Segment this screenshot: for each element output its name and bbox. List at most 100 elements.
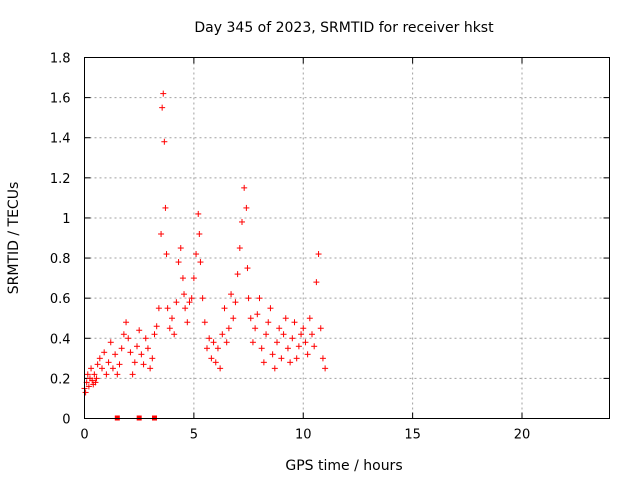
data-point [256, 295, 263, 302]
data-point [123, 319, 130, 326]
data-point [92, 379, 99, 386]
data-point [160, 90, 167, 97]
data-point [309, 331, 315, 338]
data-point [105, 359, 112, 366]
y-tick-label: 0.2 [50, 372, 71, 387]
data-point [267, 305, 274, 312]
data-point [116, 361, 123, 368]
data-point [201, 319, 208, 326]
data-point [188, 295, 195, 302]
data-point [161, 138, 168, 145]
data-point [234, 271, 241, 278]
grid [84, 57, 610, 419]
data-point [265, 319, 272, 326]
data-point [162, 204, 169, 211]
data-point [103, 371, 110, 378]
y-tick-label: 1.2 [50, 172, 71, 187]
data-point [282, 315, 289, 322]
data-point [89, 377, 96, 384]
data-point [269, 351, 276, 358]
y-tick-label: 1 [62, 212, 70, 227]
x-tick-label: 20 [514, 428, 531, 443]
x-axis: 0 5 10 15 20 [80, 57, 531, 443]
data-point [118, 345, 125, 352]
data-point [199, 295, 206, 302]
data-point [197, 259, 204, 266]
chart-title: Day 345 of 2023, SRMTID for receiver hks… [194, 20, 494, 36]
data-point [101, 349, 108, 356]
data-point [284, 345, 291, 352]
data-point [317, 325, 324, 332]
data-point [230, 315, 237, 322]
data-point [276, 325, 283, 332]
data-point [217, 365, 224, 372]
y-axis-title: SRMTID / TECUs [6, 182, 22, 295]
data-point [131, 359, 138, 366]
data-point [134, 343, 140, 350]
data-point [210, 339, 217, 346]
data-point [225, 325, 232, 332]
x-axis-title: GPS time / hours [285, 458, 402, 474]
data-point [179, 275, 186, 282]
data-point [239, 218, 245, 225]
data-point [171, 331, 178, 338]
x-tick-label: 5 [190, 428, 198, 443]
data-point [107, 339, 114, 346]
data-point [84, 371, 91, 378]
data-point [88, 365, 95, 372]
y-axis: 0 0.2 0.4 0.6 0.8 1 1.2 1.4 1.6 1.8 [50, 52, 610, 428]
data-point [177, 245, 184, 252]
y-tick-label: 0.4 [50, 332, 71, 347]
data-point [322, 365, 329, 372]
data-point [181, 291, 188, 298]
data-point [173, 299, 180, 306]
data-point [149, 355, 156, 362]
data-point [140, 361, 147, 368]
data-point [287, 359, 294, 366]
data-point [136, 327, 143, 334]
data-point [241, 184, 248, 191]
data-point [96, 355, 103, 362]
data-point [93, 375, 100, 382]
data-point [196, 230, 203, 237]
data-point [94, 361, 101, 368]
data-point [184, 319, 191, 326]
y-tick-label: 1.8 [50, 52, 71, 67]
y-tick-label: 0.6 [50, 292, 71, 307]
y-tick-label: 0.8 [50, 252, 71, 267]
data-point [190, 275, 197, 282]
data-point [258, 345, 265, 352]
data-point [304, 351, 311, 358]
data-point [228, 291, 235, 298]
data-point [300, 325, 307, 332]
data-point [163, 251, 170, 258]
x-tick-label: 15 [404, 428, 421, 443]
data-point [186, 299, 193, 306]
data-point [302, 339, 309, 346]
data-point [271, 365, 278, 372]
data-point [153, 323, 160, 330]
data-point [129, 371, 136, 378]
data-point [263, 331, 270, 338]
data-point [236, 245, 243, 252]
data-point [223, 339, 230, 346]
data-point [125, 335, 132, 342]
data-point [219, 331, 226, 338]
data-point [313, 279, 320, 286]
data-point [293, 355, 300, 362]
x-tick-label: 10 [295, 428, 312, 443]
data-point [243, 204, 250, 211]
data-point [91, 371, 98, 378]
data-point [138, 351, 145, 358]
data-point [112, 351, 119, 358]
data-point [291, 319, 298, 326]
data-point [232, 299, 239, 306]
data-point [254, 311, 261, 318]
data-point [159, 104, 166, 111]
data-point [120, 331, 127, 338]
data-point [166, 325, 173, 332]
data-point [169, 315, 175, 322]
data-point [280, 331, 287, 338]
data-point [193, 251, 200, 258]
